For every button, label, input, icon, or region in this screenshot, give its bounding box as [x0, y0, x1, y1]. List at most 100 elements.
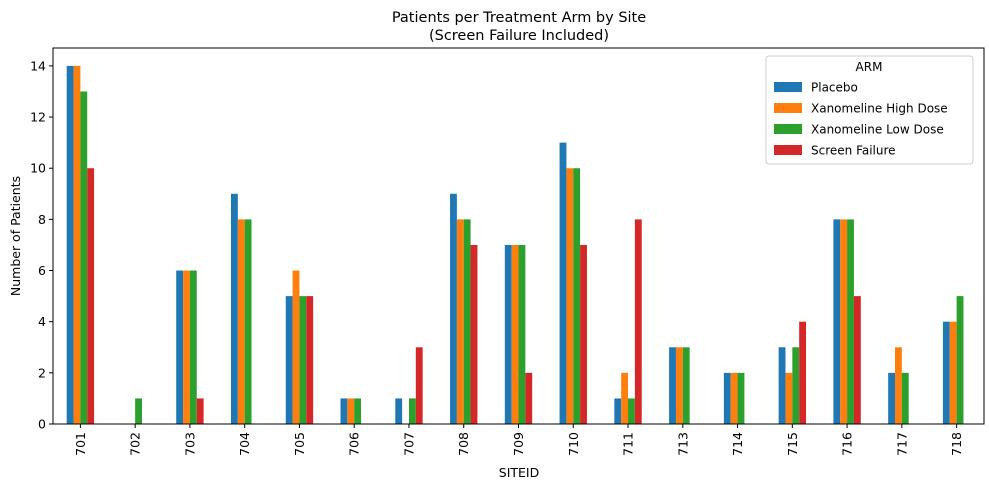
x-tick-label: 706: [347, 432, 362, 456]
y-tick-label: 6: [38, 263, 46, 278]
y-tick-label: 2: [38, 365, 46, 380]
bar-701-series-0: [66, 65, 74, 425]
bar-713-series-2: [682, 347, 690, 424]
bar-717-series-2: [901, 372, 909, 424]
bar-703-series-3: [196, 398, 204, 424]
x-tick-label: 709: [511, 432, 526, 456]
y-tick-label: 8: [38, 212, 46, 227]
x-tick-label: 703: [182, 432, 197, 456]
y-tick-label: 10: [30, 161, 46, 176]
bar-714-series-2: [737, 372, 745, 424]
y-tick-label: 4: [38, 314, 46, 329]
x-axis: 701 702 703 704 705 706 707 708 709 710 711 713 714 7…: [73, 424, 964, 456]
bar-705-series-2: [299, 296, 307, 424]
legend-swatch-0: [774, 82, 802, 92]
y-tick-label: 0: [38, 417, 46, 432]
x-tick-label: 717: [894, 432, 909, 456]
bar-708-series-3: [470, 244, 478, 424]
legend-label-1: Xanomeline High Dose: [811, 102, 948, 116]
bar-713-series-0: [669, 347, 676, 424]
bar-703-series-0: [176, 270, 184, 424]
x-tick-label: 714: [730, 432, 745, 456]
bar-706-series-2: [354, 398, 362, 424]
bar-708-series-0: [450, 193, 457, 424]
bar-711-series-0: [614, 398, 622, 424]
bar-710-series-1: [566, 168, 574, 424]
x-tick-label: 710: [566, 432, 581, 456]
x-tick-label: 708: [456, 432, 471, 456]
bar-702-series-2: [135, 398, 142, 424]
bar-705-series-3: [306, 296, 314, 424]
x-tick-label: 711: [621, 432, 636, 456]
bar-716-series-2: [847, 219, 854, 424]
bar-701-series-1: [73, 65, 81, 425]
x-tick-label: 715: [785, 432, 800, 456]
legend-swatch-1: [774, 103, 802, 113]
legend-label-2: Xanomeline Low Dose: [811, 123, 944, 137]
bar-707-series-3: [415, 347, 423, 424]
legend: ARM Placebo Xanomeline High Dose Xanomelin…: [765, 55, 974, 165]
bar-715-series-0: [778, 347, 786, 424]
bar-716-series-1: [840, 219, 848, 424]
bar-709-series-2: [518, 244, 526, 424]
bar-706-series-1: [347, 398, 355, 424]
bar-718-series-2: [956, 296, 964, 424]
legend-box: [765, 55, 974, 165]
bar-717-series-1: [895, 347, 902, 424]
bar-715-series-1: [785, 372, 793, 424]
bar-703-series-1: [183, 270, 190, 424]
legend-title: ARM: [856, 60, 883, 74]
bar-718-series-1: [949, 321, 957, 424]
bar-711-series-1: [621, 372, 629, 424]
bar-701-series-2: [80, 91, 88, 424]
bar-707-series-0: [395, 398, 403, 424]
bar-709-series-3: [525, 372, 533, 424]
bar-708-series-2: [463, 219, 471, 424]
bar-708-series-1: [456, 219, 464, 424]
bar-710-series-2: [573, 168, 581, 424]
bar-703-series-2: [189, 270, 197, 424]
bar-715-series-3: [799, 321, 807, 424]
bar-714-series-0: [723, 372, 731, 424]
x-tick-label: 701: [73, 432, 88, 456]
bar-704-series-2: [244, 219, 252, 424]
bar-716-series-3: [853, 296, 861, 424]
x-tick-label: 704: [237, 432, 252, 456]
legend-label-3: Screen Failure: [811, 144, 896, 158]
bar-704-series-0: [230, 193, 238, 424]
bar-709-series-0: [504, 244, 512, 424]
x-tick-label: 705: [292, 432, 307, 456]
x-tick-label: 713: [675, 432, 690, 456]
plot-frame: [52, 47, 985, 425]
bar-710-series-0: [559, 142, 567, 424]
x-tick-label: 702: [128, 432, 143, 456]
y-tick-label: 14: [30, 58, 46, 73]
bars-group: [66, 65, 964, 425]
bar-710-series-3: [580, 244, 587, 424]
legend-swatch-2: [774, 124, 802, 134]
bar-705-series-0: [285, 296, 293, 424]
y-axis: 0 2 4 6 8 10 12 14: [30, 58, 53, 432]
chart-subtitle: (Screen Failure Included): [429, 28, 609, 44]
bar-718-series-0: [942, 321, 950, 424]
y-axis-label: Number of Patients: [8, 176, 23, 296]
bar-713-series-1: [675, 347, 683, 424]
chart-title: Patients per Treatment Arm by Site: [392, 10, 646, 26]
x-tick-label: 716: [840, 432, 855, 456]
bar-717-series-0: [888, 372, 896, 424]
bar-704-series-1: [237, 219, 245, 424]
bar-705-series-1: [292, 270, 300, 424]
bar-709-series-1: [511, 244, 519, 424]
bar-701-series-3: [87, 168, 95, 424]
x-tick-label: 707: [401, 432, 416, 456]
bar-711-series-3: [634, 219, 642, 424]
legend-label-0: Placebo: [811, 81, 858, 95]
bar-716-series-0: [833, 219, 841, 424]
bar-711-series-2: [628, 398, 635, 424]
bar-715-series-2: [792, 347, 800, 424]
x-axis-label: SITEID: [499, 465, 539, 480]
x-tick-label: 718: [949, 432, 964, 456]
bar-714-series-1: [730, 372, 738, 424]
legend-swatch-3: [774, 145, 802, 155]
